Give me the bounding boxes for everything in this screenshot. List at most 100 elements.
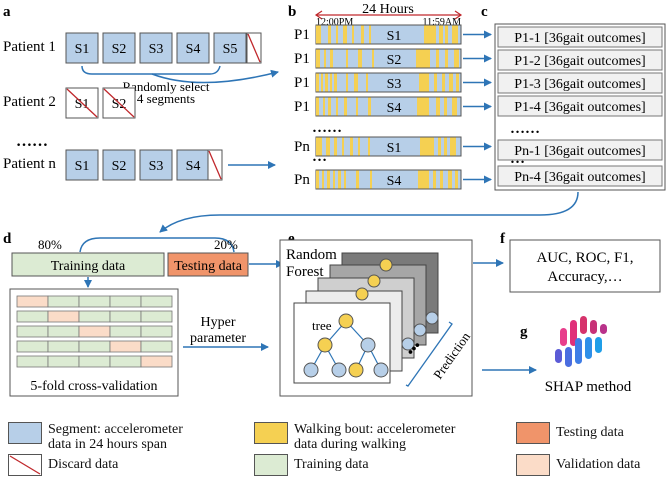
outcome-label: P1-1 [36gait outcomes] <box>514 31 645 46</box>
select-text-line1: Randomly select <box>122 79 209 94</box>
outcomes-ellipsis: …… <box>510 121 540 137</box>
walking-bout <box>324 49 326 68</box>
cv-training-cell <box>16 310 49 323</box>
walking-bout <box>452 97 457 116</box>
cv-training-cell <box>16 340 49 353</box>
outcome-label: Pn-1 [36gait outcomes] <box>514 144 645 159</box>
legend-segment-line2: data in 24 hours span <box>48 437 167 452</box>
bar-segment-label: S1 <box>387 141 402 156</box>
walking-bout <box>442 73 445 92</box>
outcome-label: P1-2 [36gait outcomes] <box>514 54 645 69</box>
legend-segment-swatch <box>8 422 42 444</box>
cv-validation-cell <box>140 355 173 368</box>
legend-validation-label: Validation data <box>556 457 641 472</box>
train-percent: 80% <box>38 237 62 252</box>
segment-label: S1 <box>75 42 90 57</box>
metrics-line1: AUC, ROC, F1, <box>536 250 633 266</box>
walking-bout <box>333 170 335 189</box>
walking-bout <box>344 97 347 116</box>
forest-title-line2: Forest <box>286 264 324 280</box>
legend-discard-label: Discard data <box>48 457 119 472</box>
cv-training-cell <box>140 295 173 308</box>
walking-bout <box>370 170 372 189</box>
legend-walking-line1: Walking bout: accelerometer <box>294 422 456 437</box>
cv-label: 5-fold cross-validation <box>30 379 157 394</box>
walking-bout <box>330 73 332 92</box>
walking-bout <box>316 25 321 44</box>
segment-label: S3 <box>149 159 164 174</box>
tree-leaf-node <box>331 362 347 378</box>
walking-bout <box>316 97 319 116</box>
c-to-d-arrow <box>159 191 579 233</box>
walking-bout <box>325 73 328 92</box>
bar-label-bg <box>374 25 414 44</box>
outcome-box <box>497 49 663 71</box>
bar-label-bg <box>374 49 414 68</box>
segment-box <box>139 32 173 64</box>
bar-label-bg <box>374 97 414 116</box>
segment-box <box>65 149 99 181</box>
walking-bout <box>342 137 344 156</box>
segment-box <box>139 149 173 181</box>
panel-label-g: g <box>520 324 528 340</box>
shap-label: SHAP method <box>545 379 632 395</box>
cv-training-cell <box>109 325 142 338</box>
patient-2-label: Patient 2 <box>3 94 56 110</box>
patient-1-segments: S1 S2 S3 S4 S5 <box>65 32 262 64</box>
segment-box <box>213 32 247 64</box>
tree-node-blue <box>360 337 376 353</box>
walking-bout <box>449 73 453 92</box>
walking-bout <box>440 170 443 189</box>
span-arrow-right <box>454 10 463 20</box>
panel-label-b: b <box>288 4 296 20</box>
cv-training-cell <box>78 340 111 353</box>
walking-bout <box>436 49 439 68</box>
walking-bout <box>416 49 430 68</box>
span-arrow-left <box>314 10 323 20</box>
cv-training-cell <box>78 295 111 308</box>
select-arrow <box>151 69 279 84</box>
tree-root-node <box>338 313 354 329</box>
walking-bout <box>448 170 452 189</box>
bar-patient-label: P1 <box>294 75 310 91</box>
panel-label-f: f <box>500 231 506 247</box>
segment-box <box>102 32 136 64</box>
tree-node-blue <box>401 337 415 351</box>
walking-bout <box>343 25 347 44</box>
walking-bout <box>328 25 331 44</box>
cv-training-cell <box>109 355 142 368</box>
discard-slash <box>103 88 135 118</box>
panel-f: AUC, ROC, F1, Accuracy,… <box>509 239 661 293</box>
tree-node-blue <box>413 323 427 337</box>
walking-bout <box>330 49 333 68</box>
cv-training-cell <box>47 325 80 338</box>
walking-bout <box>344 170 346 189</box>
bars-ellipsis: …… <box>312 120 342 136</box>
legend: Segment: accelerometer data in 24 hours … <box>0 410 668 478</box>
cv-validation-cell <box>109 340 142 353</box>
bar-segment-label: S4 <box>387 101 402 116</box>
test-percent: 20% <box>214 237 238 252</box>
training-data-label: Training data <box>51 259 126 274</box>
segment-label: S2 <box>112 42 127 57</box>
cv-training-cell <box>140 340 173 353</box>
walking-bout <box>338 170 341 189</box>
segment-label: S2 <box>112 97 127 112</box>
segment-box <box>176 149 210 181</box>
outcome-box <box>497 139 663 161</box>
walking-bout <box>368 137 370 156</box>
walking-bout <box>316 170 319 189</box>
bar-segment-label: S4 <box>387 174 402 189</box>
walking-bout <box>322 170 324 189</box>
segment-box <box>176 32 210 64</box>
walking-bout <box>439 25 443 44</box>
outcome-label: P1-3 [36gait outcomes] <box>514 77 645 92</box>
walking-bout <box>334 137 337 156</box>
outcome-box <box>497 95 663 117</box>
cv-validation-cell <box>47 310 80 323</box>
tree-leaf-node <box>373 362 389 378</box>
forest-title-line1: Random <box>286 247 337 263</box>
bar-patient-label: P1 <box>294 27 310 43</box>
panel-label-d: d <box>3 231 12 247</box>
walking-bout <box>436 97 440 116</box>
